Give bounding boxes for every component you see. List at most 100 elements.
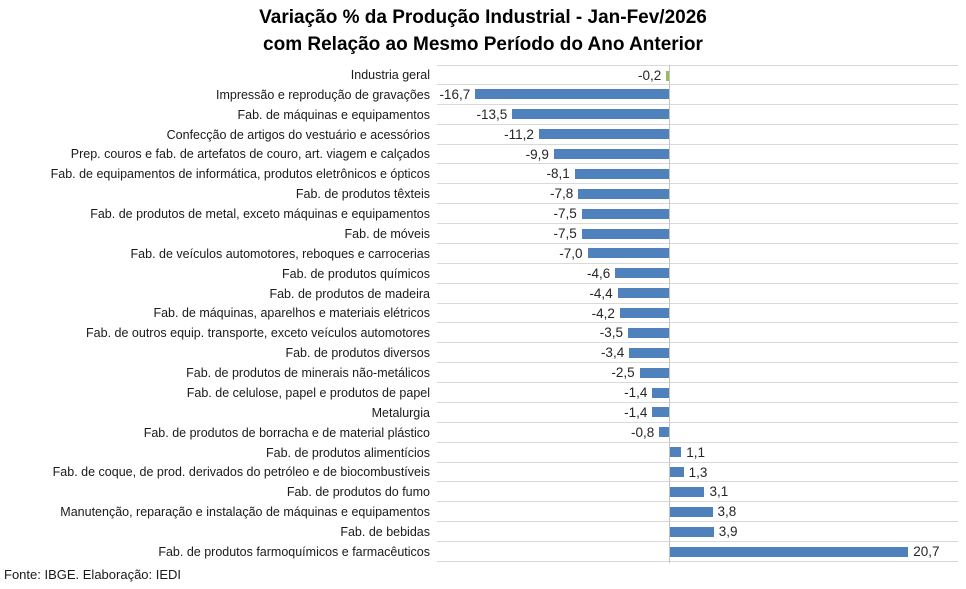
bar-cell: -1,4 — [437, 403, 958, 423]
table-row: Fab. de produtos têxteis -7,8 — [0, 184, 966, 205]
bar — [659, 427, 669, 438]
value-label: 3,1 — [709, 484, 729, 500]
bar-cell: -1,4 — [437, 383, 958, 403]
bar — [668, 526, 714, 537]
bar — [629, 347, 669, 358]
value-label: -7,5 — [553, 206, 577, 222]
category-label: Fab. de máquinas, aparelhos e materiais … — [153, 306, 430, 321]
category-label: Fab. de produtos do fumo — [286, 485, 430, 500]
value-label: 20,7 — [913, 544, 940, 559]
bar — [652, 387, 669, 398]
bar-cell: -3,4 — [437, 343, 958, 364]
chart-title-line1: Variação % da Produção Industrial - Jan-… — [259, 7, 707, 28]
table-row: Fab. de outros equip. transporte, exceto… — [0, 323, 966, 344]
bar-cell: 3,8 — [437, 502, 958, 523]
table-row: Fab. de produtos alimentícios 1,1 — [0, 443, 966, 463]
bar-cell: -7,5 — [437, 204, 958, 224]
bar-cell: -13,5 — [437, 105, 958, 125]
value-label: -8,1 — [546, 166, 570, 182]
bar-cell: -4,6 — [437, 264, 958, 284]
category-label: Fab. de máquinas e equipamentos — [237, 107, 431, 122]
table-row: Industria geral -0,2 — [0, 65, 966, 85]
category-label: Metalurgia — [371, 405, 430, 420]
table-row: Fab. de coque, de prod. derivados do pet… — [0, 463, 966, 483]
table-row: Fab. de produtos químicos -4,6 — [0, 264, 966, 284]
bar — [553, 149, 669, 159]
value-label: -3,5 — [599, 325, 624, 341]
table-row: Confecção de artigos do vestuário e aces… — [0, 125, 966, 145]
source-note: Fonte: IBGE. Elaboração: IEDI — [4, 567, 182, 582]
value-label: -11,2 — [504, 126, 534, 142]
bar-cell: -4,4 — [437, 284, 958, 304]
table-row: Fab. de máquinas, aparelhos e materiais … — [0, 304, 966, 324]
value-label: -2,5 — [611, 365, 635, 381]
bar — [578, 188, 669, 199]
category-label: Fab. de celulose, papel e produtos de pa… — [186, 385, 430, 400]
bar-cell: -0,8 — [437, 423, 958, 443]
category-label: Fab. de produtos de borracha e de materi… — [143, 425, 430, 440]
bar — [639, 367, 669, 378]
category-label: Fab. de produtos alimentícios — [266, 445, 430, 460]
bar — [668, 467, 684, 477]
bar — [615, 268, 669, 279]
bar — [475, 89, 669, 100]
bar — [512, 109, 669, 120]
bar — [581, 208, 669, 219]
zero-axis-line — [668, 65, 670, 563]
table-row: Prep. couros e fab. de artefatos de cour… — [0, 145, 966, 165]
bar-cell: -3,5 — [437, 323, 958, 344]
bar-cell: -8,1 — [437, 164, 958, 185]
table-row: Fab. de máquinas e equipamentos -13,5 — [0, 105, 966, 125]
bar — [628, 327, 669, 338]
bar — [581, 228, 669, 239]
category-label: Fab. de móveis — [344, 226, 430, 241]
category-label: Fab. de equipamentos de informática, pro… — [50, 167, 430, 182]
table-row: Fab. de produtos diversos -3,4 — [0, 343, 966, 364]
bar — [652, 407, 669, 418]
value-label: -1,4 — [624, 404, 648, 420]
bar-cell: 1,1 — [437, 443, 958, 463]
table-row: Fab. de produtos de borracha e de materi… — [0, 423, 966, 443]
bar-cell: -7,0 — [437, 244, 958, 264]
category-label: Fab. de produtos de minerais não-metálic… — [186, 366, 430, 381]
value-label: -0,2 — [637, 68, 662, 83]
bar — [666, 70, 669, 81]
bar — [574, 168, 669, 179]
category-label: Confecção de artigos do vestuário e aces… — [166, 127, 430, 142]
value-label: -16,7 — [439, 86, 471, 102]
value-label: 3,9 — [718, 524, 738, 540]
category-label: Impressão e reprodução de gravações — [215, 87, 430, 102]
value-label: 3,8 — [717, 504, 737, 520]
category-label: Fab. de produtos de madeira — [269, 286, 430, 301]
value-label: -0,8 — [631, 424, 655, 440]
value-label: 1,1 — [686, 444, 706, 460]
category-label: Fab. de bebidas — [340, 525, 430, 540]
category-label: Prep. couros e fab. de artefatos de cour… — [70, 147, 430, 162]
bar — [668, 486, 705, 497]
bar-cell: 20,7 — [437, 542, 958, 562]
value-label: -3,4 — [600, 345, 625, 361]
table-row: Manutenção, reparação e instalação de má… — [0, 502, 966, 523]
category-label: Fab. de produtos diversos — [285, 346, 430, 361]
bar — [668, 447, 682, 458]
value-label: -7,0 — [559, 245, 583, 261]
bar — [617, 288, 669, 299]
category-label: Fab. de coque, de prod. derivados do pet… — [52, 465, 430, 480]
table-row: Metalurgia -1,4 — [0, 403, 966, 423]
chart-title-line2: com Relação ao Mesmo Período do Ano Ante… — [263, 34, 703, 55]
category-label: Manutenção, reparação e instalação de má… — [60, 505, 430, 520]
table-row: Fab. de equipamentos de informática, pro… — [0, 164, 966, 185]
bar-cell: -11,2 — [437, 125, 958, 145]
table-row: Fab. de produtos de minerais não-metálic… — [0, 363, 966, 383]
bar — [538, 129, 669, 140]
table-row: Fab. de celulose, papel e produtos de pa… — [0, 383, 966, 403]
value-label: 1,3 — [688, 464, 708, 480]
table-row: Fab. de bebidas 3,9 — [0, 522, 966, 542]
value-label: -4,4 — [589, 285, 613, 301]
bar-cell: -0,2 — [437, 65, 958, 85]
chart-title: Variação % da Produção Industrial - Jan-… — [0, 4, 966, 58]
table-row: Fab. de produtos do fumo 3,1 — [0, 482, 966, 503]
bar-cell: 3,1 — [437, 482, 958, 503]
bar-cell: -4,2 — [437, 304, 958, 324]
bar-rows: Industria geral -0,2 Impressão e reproduçã… — [0, 65, 966, 562]
